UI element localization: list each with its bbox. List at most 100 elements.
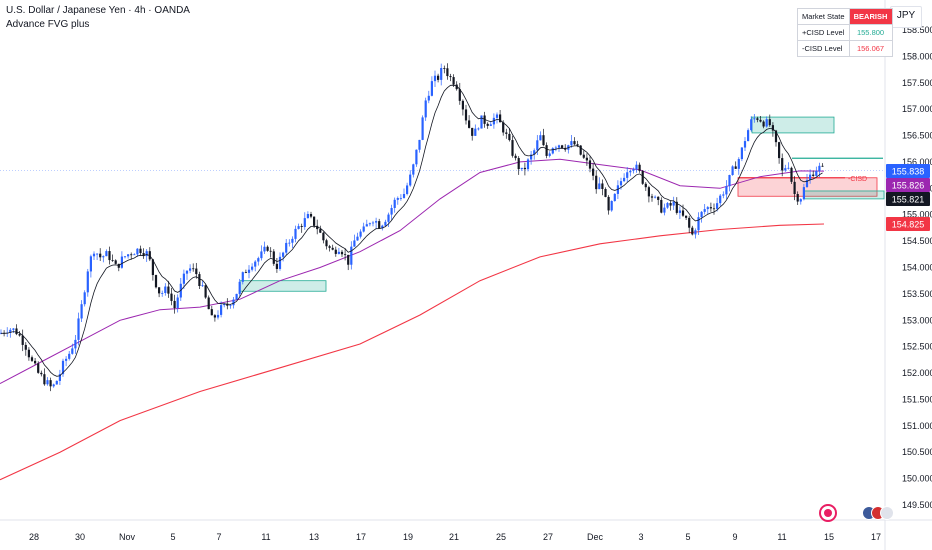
price-label: 155.826 (892, 181, 925, 191)
candle-body (570, 141, 573, 146)
candle-body (557, 145, 561, 148)
y-tick-label: 151.500 (902, 394, 932, 404)
candle-body (412, 164, 415, 175)
table-row: +CISD Level 155.800 (797, 24, 893, 41)
x-tick-label: 11 (261, 532, 270, 542)
x-tick-label: 28 (29, 532, 39, 542)
candle-body (216, 314, 220, 318)
candle-body (49, 380, 52, 387)
candle-body (173, 300, 176, 309)
y-tick-label: 152.000 (902, 368, 932, 378)
candle-body (390, 207, 393, 215)
candle-body (765, 119, 768, 127)
candle-body (108, 251, 111, 261)
candle-body (443, 68, 446, 69)
candle-body (793, 181, 796, 195)
candle-body (737, 159, 740, 169)
candle-body (154, 275, 158, 288)
y-tick-label: 154.500 (902, 236, 932, 246)
candle-body (306, 214, 309, 219)
candle-body (734, 166, 737, 169)
candle-body (495, 114, 499, 118)
candle-body (641, 170, 644, 184)
y-tick-label: 150.500 (902, 447, 932, 457)
candle-body (96, 253, 99, 255)
tradingview-logo-icon[interactable] (819, 504, 837, 522)
candle-body (774, 130, 778, 143)
candle-body (43, 374, 46, 385)
symbol-title[interactable]: U.S. Dollar / Japanese Yen · 4h · OANDA (6, 5, 190, 16)
candle-body (213, 315, 216, 318)
candle-body (285, 242, 288, 253)
candle-body (796, 194, 799, 202)
candle-body (421, 117, 424, 140)
ema-mid-line (0, 158, 825, 385)
candle-body (771, 125, 774, 131)
candle-body (725, 186, 728, 195)
indicator-name[interactable]: Advance FVG plus (6, 19, 90, 30)
candle-body (145, 251, 148, 257)
cisd-up-label: +CISD Level (797, 24, 850, 41)
y-tick-label: 157.000 (902, 104, 932, 114)
candle-body (12, 328, 15, 330)
candle-body (731, 166, 734, 175)
x-tick-label: 21 (449, 532, 459, 542)
candle-body (55, 380, 58, 385)
candle-body (722, 194, 725, 196)
candle-body (399, 197, 402, 199)
candle-body (161, 293, 164, 294)
price-label-box (886, 178, 930, 192)
candle-body (523, 167, 526, 170)
candle-body (678, 210, 681, 213)
candle-body (130, 254, 133, 256)
candle-body (449, 76, 452, 78)
candle-body (257, 258, 260, 262)
candle-body (409, 174, 412, 186)
x-tick-label: 11 (777, 532, 786, 542)
candle-body (313, 216, 316, 226)
candle-body (415, 149, 418, 165)
y-tick-label: 155.000 (902, 210, 932, 220)
x-tick-label: 5 (170, 532, 175, 542)
currency-button[interactable]: JPY (890, 6, 922, 28)
candle-body (778, 142, 781, 159)
candle-body (762, 121, 765, 127)
candle-body (452, 77, 455, 85)
candle-body (756, 118, 759, 120)
x-tick-label: 25 (496, 532, 506, 542)
y-tick-label: 157.500 (902, 78, 932, 88)
candle-body (424, 100, 427, 118)
candle-body (244, 272, 247, 273)
candle-body (511, 140, 514, 156)
price-label-box (886, 164, 930, 178)
candle-body (644, 183, 647, 188)
candle-body (688, 217, 691, 228)
x-tick-label: 5 (685, 532, 690, 542)
candle-body (505, 132, 508, 134)
candle-body (263, 246, 266, 252)
candle-body (440, 68, 443, 80)
candle-body (437, 75, 440, 80)
candle-body (365, 224, 368, 227)
candle-body (238, 281, 241, 294)
candle-body (34, 360, 37, 364)
candle-body (319, 229, 322, 233)
currency-flags-icon (862, 506, 894, 522)
candle-body (353, 240, 356, 247)
candle-body (30, 357, 34, 361)
candle-body (471, 127, 474, 136)
candle-body (768, 119, 771, 126)
candle-body (629, 170, 632, 173)
candle-body (573, 141, 576, 145)
candle-body (368, 223, 371, 225)
price-label-box (886, 192, 930, 206)
candle-body (387, 214, 390, 222)
candle-body (672, 201, 675, 206)
candle-body (660, 199, 663, 213)
candle-body (71, 348, 74, 354)
candle-body (502, 122, 505, 133)
candle-body (461, 100, 464, 110)
cisd-dn-label: -CISD Level (797, 40, 850, 57)
candle-body (514, 155, 517, 159)
